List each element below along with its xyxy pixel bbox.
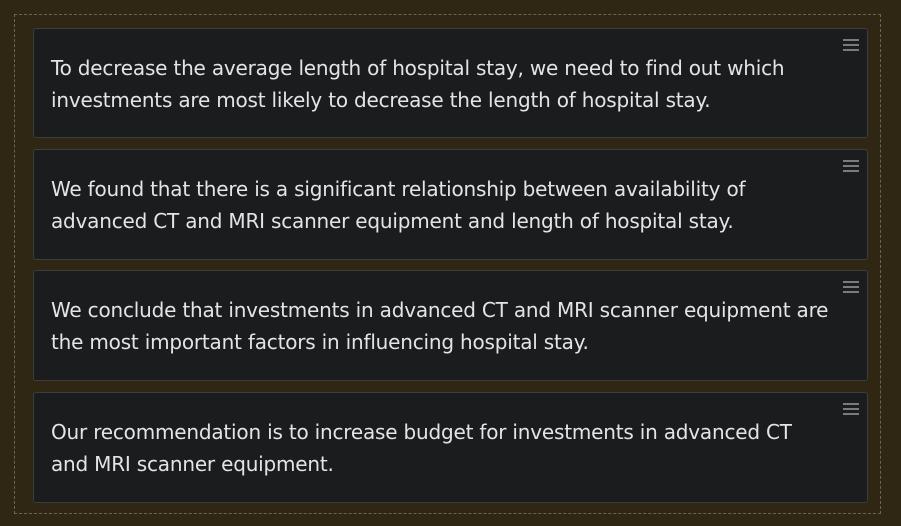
drag-handle-icon[interactable]: [843, 403, 859, 416]
drag-handle-icon[interactable]: [843, 160, 859, 173]
sortable-card-4[interactable]: Our recommendation is to increase budget…: [33, 392, 868, 503]
card-text: We conclude that investments in advanced…: [51, 298, 829, 354]
card-text: Our recommendation is to increase budget…: [51, 420, 792, 476]
sortable-drop-zone: [14, 14, 881, 514]
sortable-card-1[interactable]: To decrease the average length of hospit…: [33, 28, 868, 138]
drag-handle-icon[interactable]: [843, 281, 859, 294]
card-text: We found that there is a significant rel…: [51, 177, 746, 233]
sortable-card-2[interactable]: We found that there is a significant rel…: [33, 149, 868, 260]
drag-handle-icon[interactable]: [843, 39, 859, 52]
sortable-card-3[interactable]: We conclude that investments in advanced…: [33, 270, 868, 381]
card-text: To decrease the average length of hospit…: [51, 56, 785, 112]
